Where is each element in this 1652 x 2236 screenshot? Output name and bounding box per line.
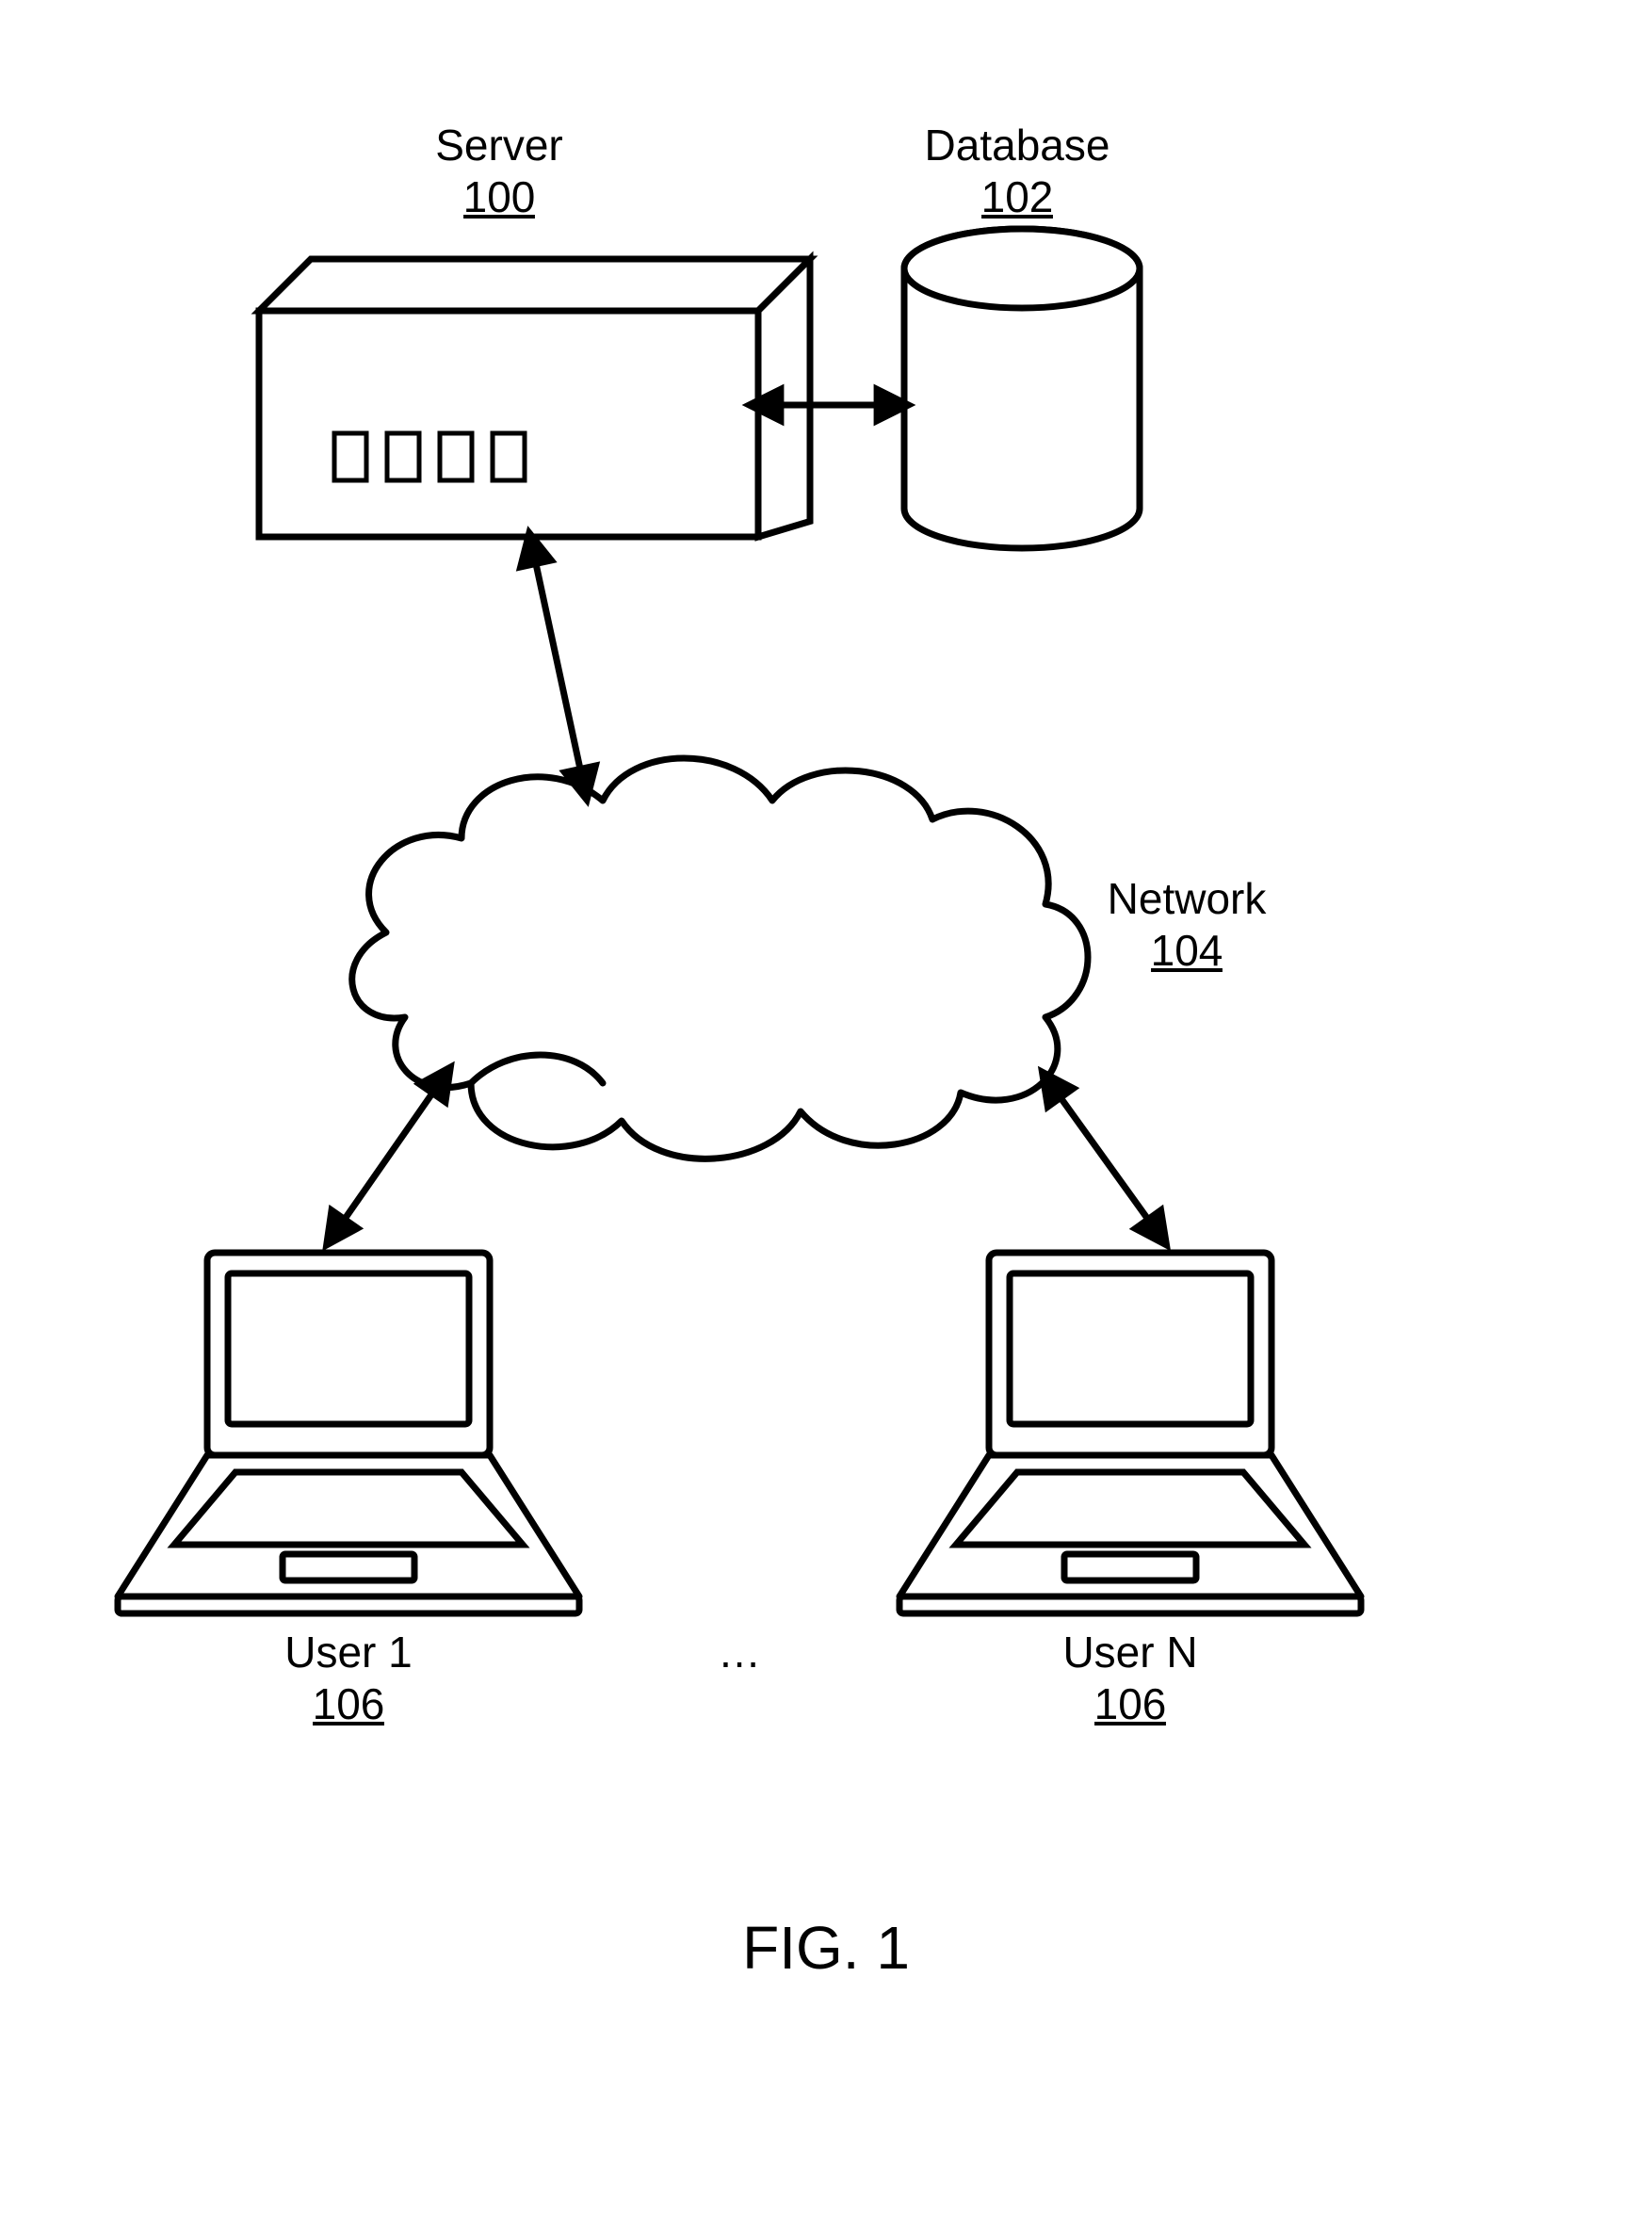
server-node [259, 259, 810, 537]
network-title: Network [1108, 874, 1268, 923]
userN-laptop [899, 1253, 1361, 1613]
users-ellipsis: … [718, 1628, 761, 1677]
network-ref: 104 [1151, 926, 1223, 975]
network-cloud [352, 758, 1088, 1159]
figure-caption: FIG. 1 [742, 1914, 910, 1982]
user1-title: User 1 [284, 1628, 412, 1677]
edge-network-userN [1050, 1083, 1158, 1234]
userN-title: User N [1062, 1628, 1197, 1677]
edge-network-user1 [334, 1078, 443, 1234]
server-title: Server [435, 121, 562, 170]
database-ref: 102 [981, 172, 1054, 221]
database-title: Database [925, 121, 1110, 170]
server-ref: 100 [463, 172, 536, 221]
edge-server-network [532, 546, 584, 786]
userN-ref: 106 [1094, 1679, 1167, 1728]
user1-laptop [118, 1253, 579, 1613]
database-node [904, 229, 1140, 548]
user1-ref: 106 [313, 1679, 385, 1728]
